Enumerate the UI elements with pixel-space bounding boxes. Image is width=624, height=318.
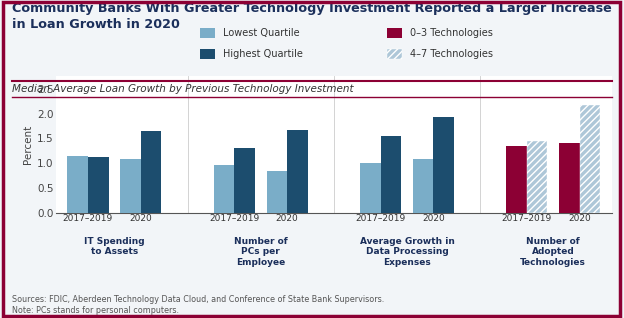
Text: Highest Quartile: Highest Quartile [223, 49, 303, 59]
Text: Sources: FDIC, Aberdeen Technology Data Cloud, and Conference of State Bank Supe: Sources: FDIC, Aberdeen Technology Data … [12, 295, 385, 315]
Bar [234, 149, 255, 213]
Text: Average Growth in
Data Processing
Expenses: Average Growth in Data Processing Expens… [359, 237, 454, 267]
Bar [559, 143, 580, 213]
Bar [580, 105, 600, 213]
Text: Lowest Quartile: Lowest Quartile [223, 28, 300, 38]
Bar [413, 159, 434, 213]
Text: Median Average Loan Growth by Previous Technology Investment: Median Average Loan Growth by Previous T… [12, 84, 354, 94]
Text: IT Spending
to Assets: IT Spending to Assets [84, 237, 145, 256]
Bar [266, 171, 287, 213]
Bar [287, 129, 308, 213]
Bar [141, 131, 162, 213]
Text: Number of
PCs per
Employee: Number of PCs per Employee [234, 237, 288, 267]
Bar [434, 117, 454, 213]
Text: Number of
Adopted
Technologies: Number of Adopted Technologies [520, 237, 586, 267]
Bar [381, 136, 401, 213]
Bar [506, 146, 527, 213]
Bar [527, 142, 547, 213]
Bar [360, 163, 381, 213]
Bar [88, 157, 109, 213]
Text: Community Banks With Greater Technology Investment Reported a Larger Increase
in: Community Banks With Greater Technology … [12, 2, 612, 31]
Y-axis label: Percent: Percent [22, 125, 32, 164]
Bar [67, 156, 88, 213]
Bar [213, 165, 234, 213]
Bar [120, 159, 141, 213]
Text: 0–3 Technologies: 0–3 Technologies [410, 28, 493, 38]
Text: 4–7 Technologies: 4–7 Technologies [410, 49, 493, 59]
